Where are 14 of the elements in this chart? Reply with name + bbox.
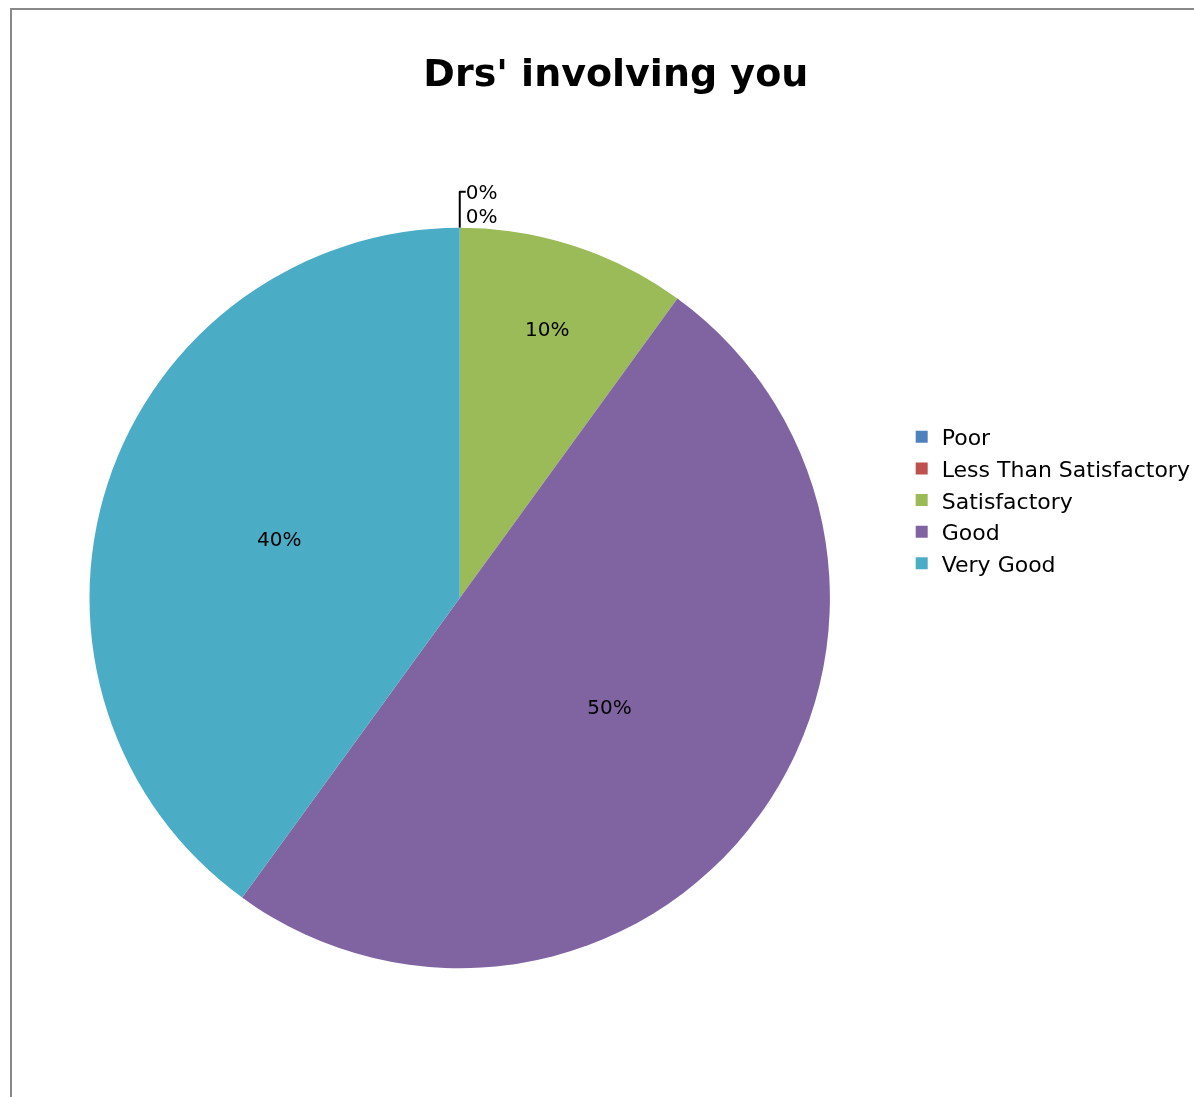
text: 0% bbox=[465, 203, 498, 228]
legend-label: Less Than Satisfactory bbox=[941, 457, 1190, 483]
data-label: 10% bbox=[524, 317, 570, 342]
data-label: 40% bbox=[257, 527, 302, 552]
data-label: 50% bbox=[587, 694, 632, 719]
pie-slice bbox=[242, 298, 830, 969]
pie-slice bbox=[459, 227, 678, 599]
legend-label: Very Good bbox=[941, 551, 1056, 577]
text: 0% bbox=[465, 179, 498, 204]
legend-label: Satisfactory bbox=[941, 488, 1073, 514]
legend-label: Poor bbox=[941, 425, 992, 451]
legend-label: Good bbox=[941, 520, 1000, 546]
chart-title: Drs' involving you bbox=[423, 50, 809, 95]
pie-slice bbox=[90, 227, 460, 898]
